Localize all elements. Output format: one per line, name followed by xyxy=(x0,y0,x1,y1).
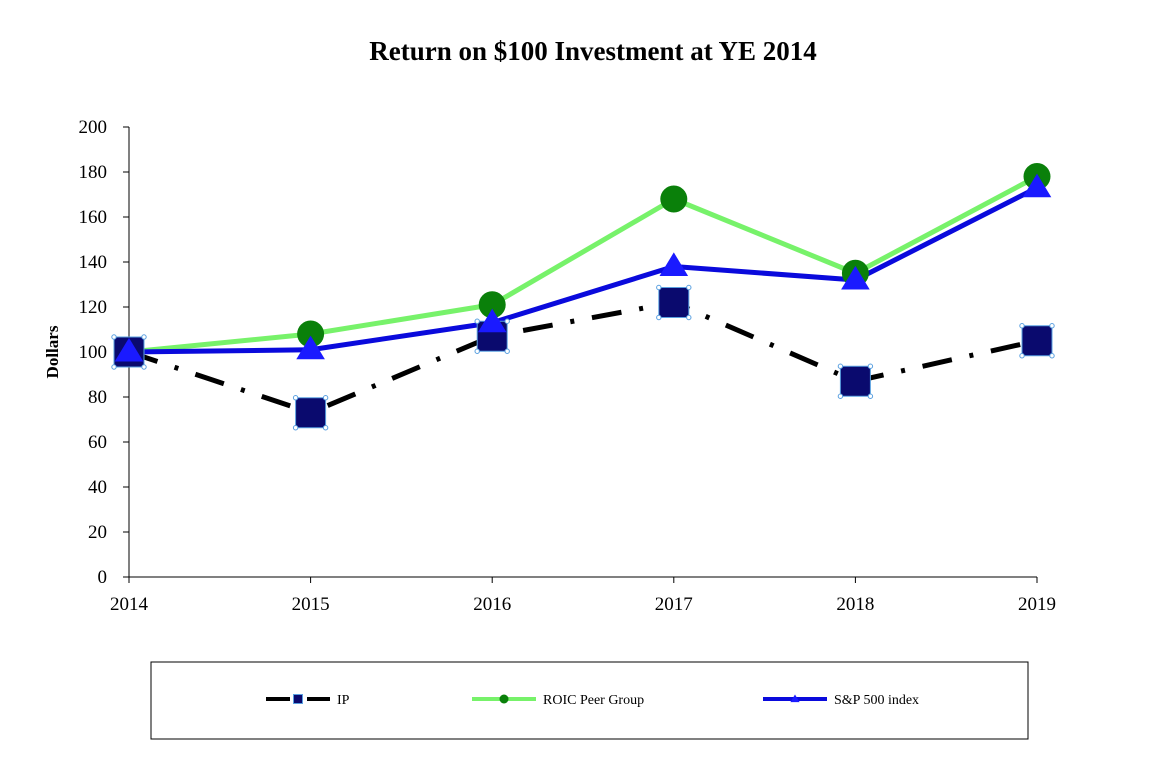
marker-handle xyxy=(837,393,844,399)
y-tick-label: 60 xyxy=(88,432,107,453)
axes: 0 20 40 60 80 100 120 140 160 180 200 2014 2015 2016 2… xyxy=(79,117,1057,615)
x-tick-label: 2018 xyxy=(836,594,874,615)
marker-handle xyxy=(686,314,692,321)
marker-handle xyxy=(141,364,147,370)
x-tick-label: 2015 xyxy=(292,594,330,615)
legend-marker-ip xyxy=(293,694,303,704)
marker-handle xyxy=(1019,353,1025,359)
marker-handle xyxy=(292,395,299,401)
marker-handle xyxy=(111,364,117,370)
marker-handle xyxy=(656,284,662,291)
data-point-s-p-500-index xyxy=(841,265,870,290)
marker-handle xyxy=(322,425,329,431)
marker-handle xyxy=(656,314,662,321)
y-tick-label: 0 xyxy=(98,567,108,588)
legend-marker-s-p-500-index xyxy=(790,694,800,703)
marker-handle xyxy=(1019,323,1025,329)
marker-handle xyxy=(111,334,117,340)
marker-handle xyxy=(292,425,299,431)
series-lines xyxy=(128,174,1039,416)
marker-handle xyxy=(504,348,510,354)
series-line-ip xyxy=(128,300,1038,416)
marker-handle xyxy=(474,348,480,354)
marker-handle xyxy=(1049,323,1055,329)
y-tick-label: 40 xyxy=(88,477,107,498)
data-point-s-p-500-index xyxy=(477,308,507,333)
y-tick-label: 100 xyxy=(79,342,108,363)
data-point-s-p-500-index xyxy=(1022,173,1052,198)
x-tick-label: 2016 xyxy=(473,594,511,615)
series-markers xyxy=(111,163,1055,431)
marker-handle xyxy=(686,284,692,291)
marker-handle xyxy=(867,363,874,369)
legend: IP ROIC Peer Group S&P 500 index xyxy=(266,693,919,708)
legend-label-s-p-500-index: S&P 500 index xyxy=(834,693,919,708)
legend-label-roic-peer-group: ROIC Peer Group xyxy=(543,693,644,708)
marker-handle xyxy=(141,334,147,340)
y-tick-label: 80 xyxy=(88,387,107,408)
y-tick-label: 180 xyxy=(79,162,108,183)
x-tick-label: 2017 xyxy=(655,594,693,615)
x-tick-label: 2019 xyxy=(1018,594,1056,615)
y-axis-title: Dollars xyxy=(43,325,62,378)
marker-handle xyxy=(837,363,844,369)
series-line-s-p-500-index xyxy=(128,185,1039,355)
data-point-ip xyxy=(295,397,327,429)
chart-title: Return on $100 Investment at YE 2014 xyxy=(369,36,817,66)
data-point-ip xyxy=(839,365,871,397)
y-tick-label: 140 xyxy=(79,252,108,273)
legend-label-ip: IP xyxy=(337,693,350,708)
marker-handle xyxy=(867,393,874,399)
data-point-roic-peer-group xyxy=(660,185,688,213)
marker-handle xyxy=(504,318,510,324)
marker-handle xyxy=(322,395,329,401)
data-point-s-p-500-index xyxy=(114,337,144,362)
x-tick-label: 2014 xyxy=(110,594,149,615)
data-point-s-p-500-index xyxy=(659,252,689,277)
y-tick-label: 20 xyxy=(88,522,107,543)
marker-handle xyxy=(474,318,480,324)
y-tick-label: 160 xyxy=(79,207,108,228)
data-point-ip xyxy=(658,287,690,318)
data-point-ip xyxy=(1021,325,1053,357)
legend-marker-roic-peer-group xyxy=(499,694,509,704)
marker-handle xyxy=(1049,353,1055,359)
data-point-roic-peer-group xyxy=(297,320,325,348)
y-tick-label: 120 xyxy=(79,297,108,318)
data-point-s-p-500-index xyxy=(296,335,325,360)
data-point-roic-peer-group xyxy=(478,291,506,319)
y-tick-label: 200 xyxy=(79,117,108,138)
series-line-roic-peer-group xyxy=(128,174,1039,355)
